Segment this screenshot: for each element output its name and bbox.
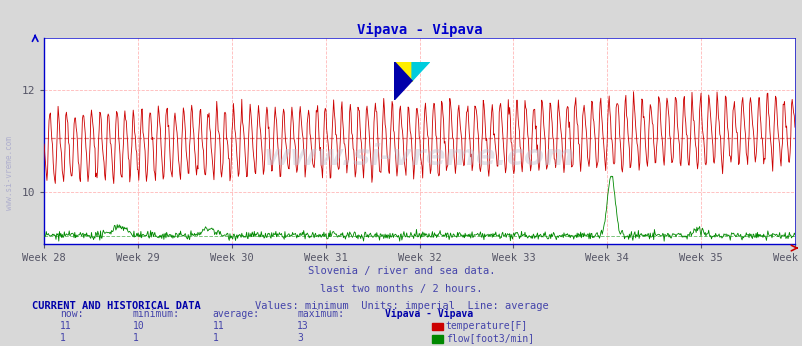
Title: Vipava - Vipava: Vipava - Vipava — [356, 23, 482, 37]
Text: last two months / 2 hours.: last two months / 2 hours. — [320, 284, 482, 294]
Text: maximum:: maximum: — [297, 309, 344, 319]
Polygon shape — [394, 62, 411, 100]
Text: 11: 11 — [60, 321, 72, 331]
Text: 1: 1 — [213, 333, 218, 343]
Text: 13: 13 — [297, 321, 309, 331]
Text: CURRENT AND HISTORICAL DATA: CURRENT AND HISTORICAL DATA — [32, 301, 200, 311]
Text: now:: now: — [60, 309, 83, 319]
Text: Values: minimum  Units: imperial  Line: average: Values: minimum Units: imperial Line: av… — [254, 301, 548, 311]
Text: minimum:: minimum: — [132, 309, 180, 319]
Text: temperature[F]: temperature[F] — [445, 321, 527, 331]
Text: 11: 11 — [213, 321, 225, 331]
Text: www.si-vreme.com: www.si-vreme.com — [264, 144, 574, 172]
Text: 1: 1 — [60, 333, 66, 343]
Text: average:: average: — [213, 309, 260, 319]
Text: 3: 3 — [297, 333, 302, 343]
Text: Slovenia / river and sea data.: Slovenia / river and sea data. — [307, 266, 495, 276]
Text: www.si-vreme.com: www.si-vreme.com — [5, 136, 14, 210]
Polygon shape — [411, 62, 429, 81]
Text: Vipava - Vipava: Vipava - Vipava — [385, 309, 473, 319]
Polygon shape — [394, 62, 411, 81]
Text: 1: 1 — [132, 333, 138, 343]
Text: flow[foot3/min]: flow[foot3/min] — [445, 333, 533, 343]
Text: 10: 10 — [132, 321, 144, 331]
